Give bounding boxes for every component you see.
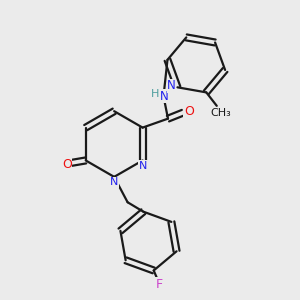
Text: N: N (167, 79, 176, 92)
Text: N: N (110, 177, 118, 187)
Text: N: N (160, 90, 169, 103)
Text: N: N (138, 161, 147, 171)
Text: CH₃: CH₃ (211, 108, 232, 118)
Text: H: H (151, 89, 159, 99)
Text: O: O (184, 105, 194, 118)
Text: F: F (156, 278, 163, 291)
Text: O: O (62, 158, 72, 171)
